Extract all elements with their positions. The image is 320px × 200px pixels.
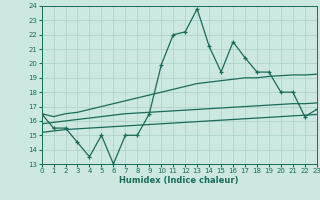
X-axis label: Humidex (Indice chaleur): Humidex (Indice chaleur) [119,176,239,185]
